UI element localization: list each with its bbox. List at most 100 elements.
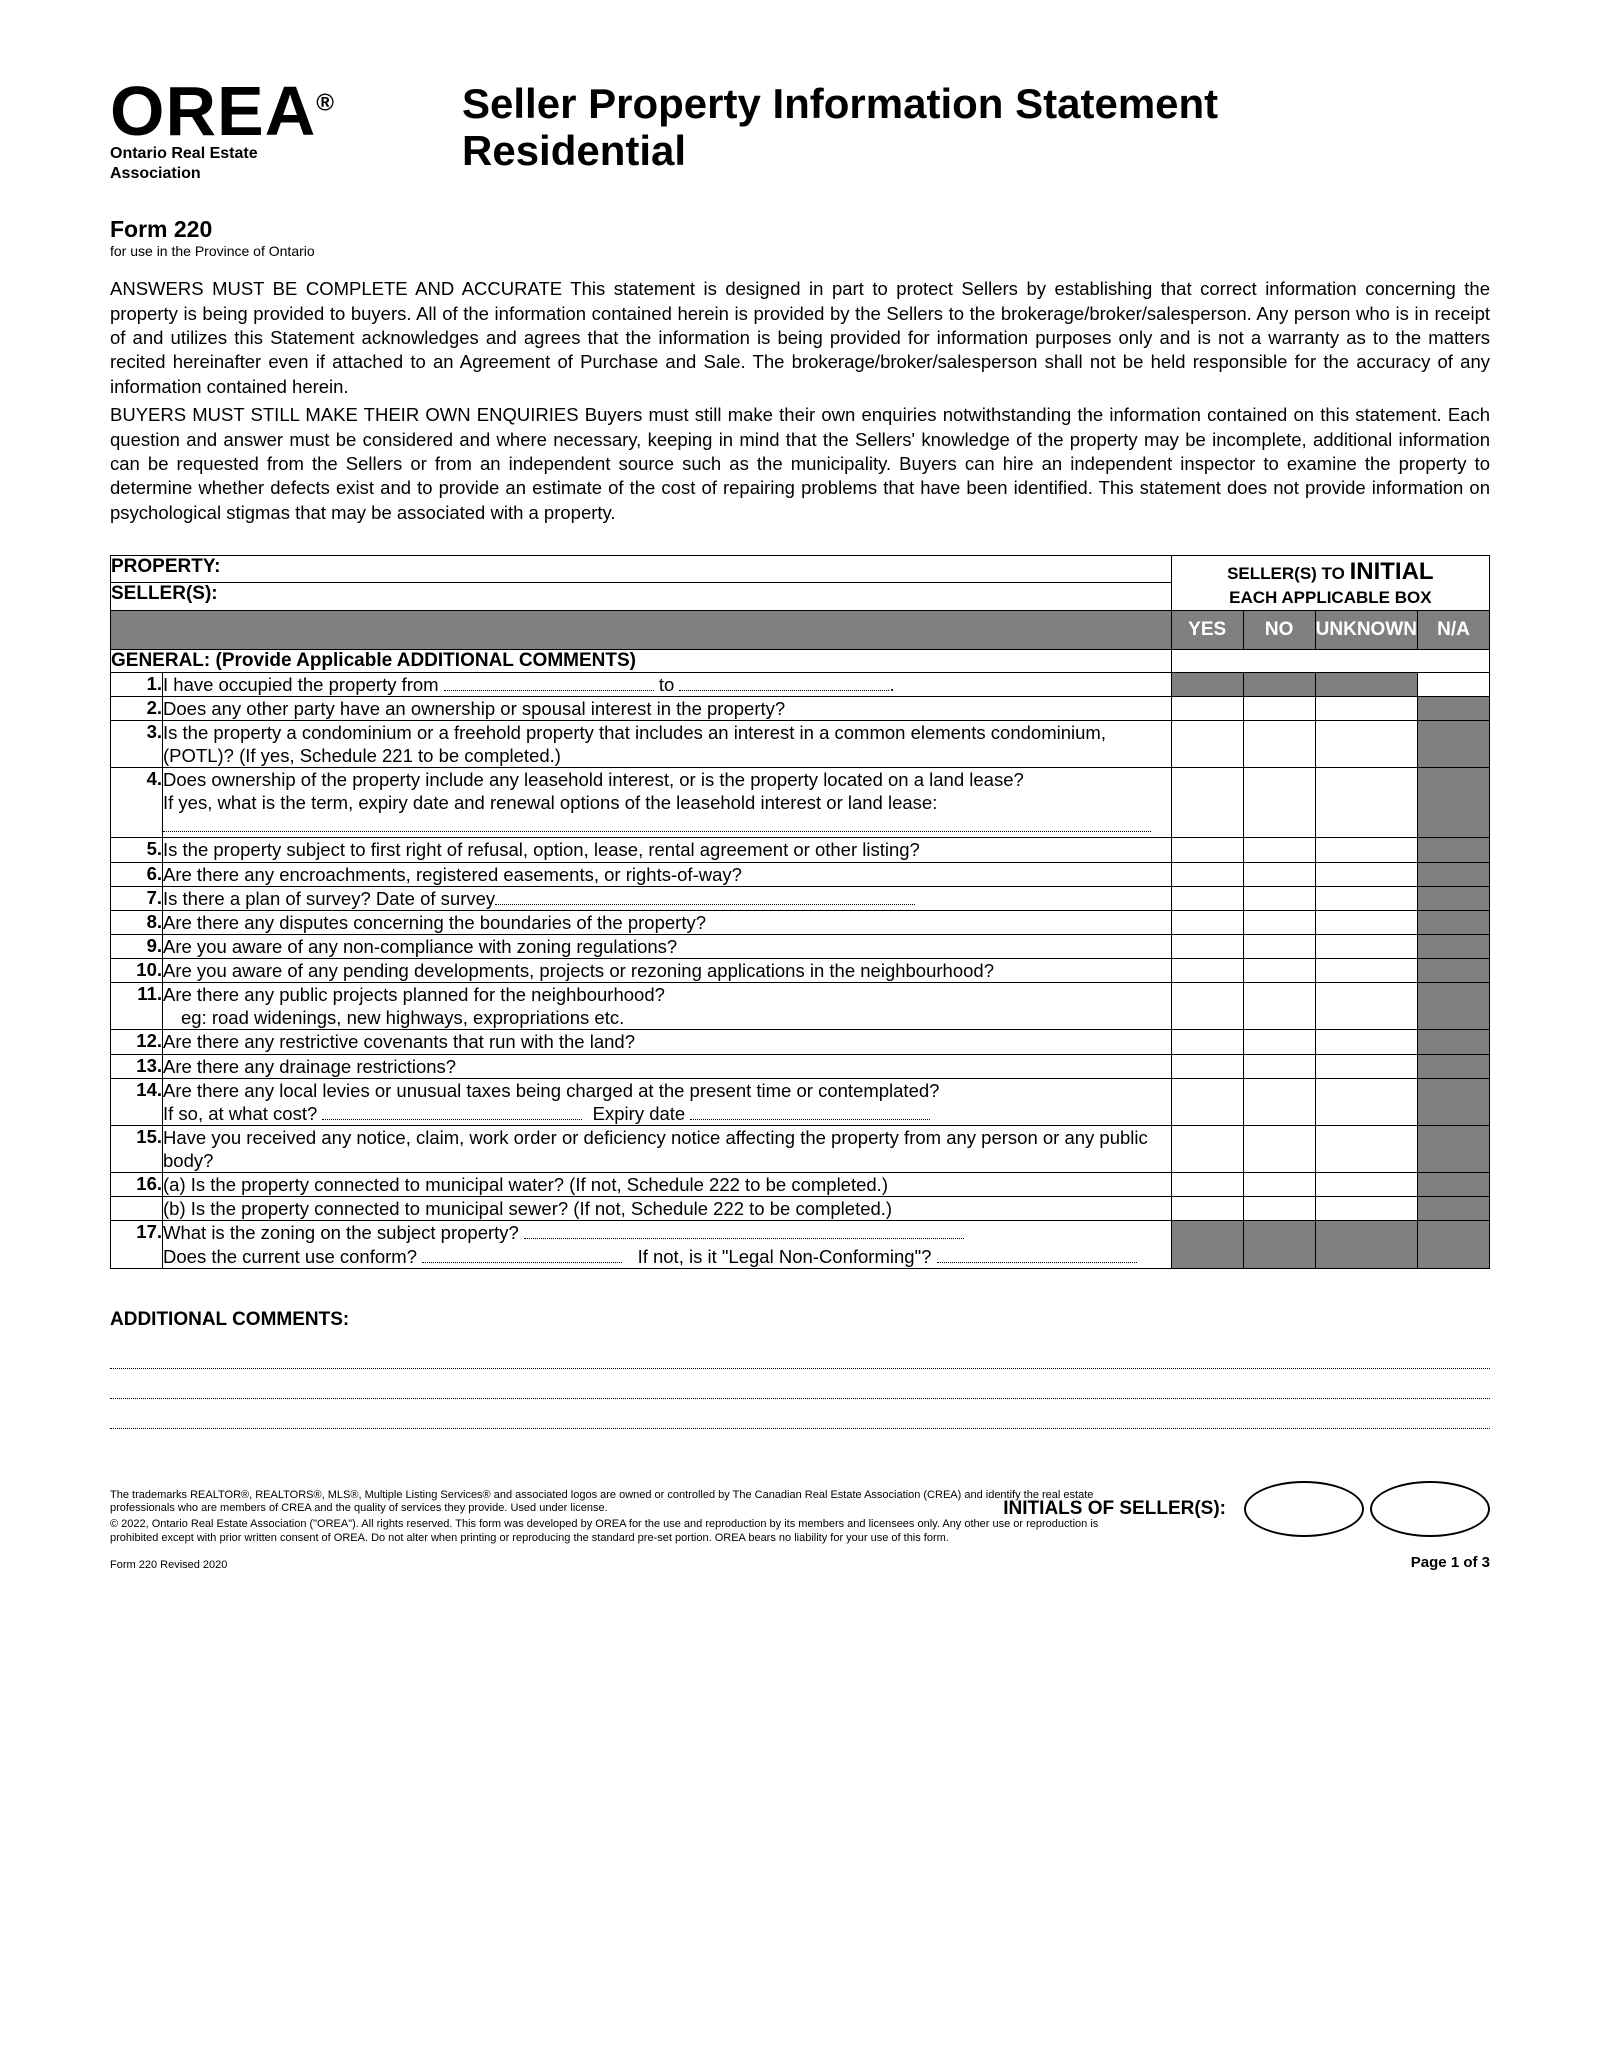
q17-unknown[interactable]	[1315, 1221, 1417, 1268]
initials-oval-1[interactable]	[1244, 1481, 1364, 1537]
q1-no[interactable]	[1243, 672, 1315, 696]
q6-yes[interactable]	[1171, 862, 1243, 886]
initial-line2: EACH APPLICABLE BOX	[1229, 588, 1431, 607]
q10-no[interactable]	[1243, 959, 1315, 983]
q9-yes[interactable]	[1171, 934, 1243, 958]
q16a-no[interactable]	[1243, 1173, 1315, 1197]
q13-na[interactable]	[1418, 1054, 1490, 1078]
row-q17: 17. What is the zoning on the subject pr…	[111, 1221, 1490, 1245]
footer-bottom: Form 220 Revised 2020 Page 1 of 3	[110, 1554, 1490, 1571]
q13-yes[interactable]	[1171, 1054, 1243, 1078]
q12-yes[interactable]	[1171, 1030, 1243, 1054]
q17-legal-field[interactable]	[937, 1246, 1137, 1263]
q3-na[interactable]	[1418, 720, 1490, 767]
q14-unknown[interactable]	[1315, 1078, 1417, 1125]
q9-unknown[interactable]	[1315, 934, 1417, 958]
q9-no[interactable]	[1243, 934, 1315, 958]
q13-no[interactable]	[1243, 1054, 1315, 1078]
q8-na[interactable]	[1418, 910, 1490, 934]
q1-from-field[interactable]	[444, 674, 654, 691]
q6-unknown[interactable]	[1315, 862, 1417, 886]
q12-no[interactable]	[1243, 1030, 1315, 1054]
q1-na[interactable]	[1418, 672, 1490, 696]
q10-num: 10.	[111, 959, 163, 983]
q14-na[interactable]	[1418, 1078, 1490, 1125]
row-answer-headers: YES NO UNKNOWN N/A	[111, 610, 1490, 649]
q6-num: 6.	[111, 862, 163, 886]
q4-na[interactable]	[1418, 768, 1490, 838]
fine2: © 2022, Ontario Real Estate Association …	[110, 1518, 1120, 1546]
q10-na[interactable]	[1418, 959, 1490, 983]
q4-field[interactable]	[163, 816, 1151, 833]
q6-na[interactable]	[1418, 862, 1490, 886]
q15-text: Have you received any notice, claim, wor…	[163, 1125, 1172, 1172]
q14-no[interactable]	[1243, 1078, 1315, 1125]
q17-yes[interactable]	[1171, 1221, 1243, 1268]
q2-no[interactable]	[1243, 696, 1315, 720]
q12-unknown[interactable]	[1315, 1030, 1417, 1054]
q16b-no[interactable]	[1243, 1197, 1315, 1221]
q7-date-field[interactable]	[495, 888, 915, 905]
q12-na[interactable]	[1418, 1030, 1490, 1054]
q15-unknown[interactable]	[1315, 1125, 1417, 1172]
q2-yes[interactable]	[1171, 696, 1243, 720]
q16b-yes[interactable]	[1171, 1197, 1243, 1221]
q5-no[interactable]	[1243, 838, 1315, 862]
q2-unknown[interactable]	[1315, 696, 1417, 720]
q2-na[interactable]	[1418, 696, 1490, 720]
q16a-yes[interactable]	[1171, 1173, 1243, 1197]
q14-yes[interactable]	[1171, 1078, 1243, 1125]
q15-no[interactable]	[1243, 1125, 1315, 1172]
row-q12: 12. Are there any restrictive covenants …	[111, 1030, 1490, 1054]
q3-no[interactable]	[1243, 720, 1315, 767]
q8-no[interactable]	[1243, 910, 1315, 934]
q17-conform-field[interactable]	[422, 1246, 622, 1263]
q5-yes[interactable]	[1171, 838, 1243, 862]
q10-yes[interactable]	[1171, 959, 1243, 983]
q7-no[interactable]	[1243, 886, 1315, 910]
q13-num: 13.	[111, 1054, 163, 1078]
q16b-blank	[111, 1197, 163, 1221]
q16b-na[interactable]	[1418, 1197, 1490, 1221]
q3-unknown[interactable]	[1315, 720, 1417, 767]
footer-fine: The trademarks REALTOR®, REALTORS®, MLS®…	[110, 1489, 1120, 1546]
q16a-unknown[interactable]	[1315, 1173, 1417, 1197]
q16a-na[interactable]	[1418, 1173, 1490, 1197]
q13-unknown[interactable]	[1315, 1054, 1417, 1078]
q14-expiry-field[interactable]	[690, 1103, 930, 1120]
q11-no[interactable]	[1243, 983, 1315, 1030]
q4-unknown[interactable]	[1315, 768, 1417, 838]
q15-yes[interactable]	[1171, 1125, 1243, 1172]
q4-no[interactable]	[1243, 768, 1315, 838]
q10-unknown[interactable]	[1315, 959, 1417, 983]
q3-yes[interactable]	[1171, 720, 1243, 767]
q11-num: 11.	[111, 983, 163, 1030]
initials-oval-2[interactable]	[1370, 1481, 1490, 1537]
q6-no[interactable]	[1243, 862, 1315, 886]
q17-no[interactable]	[1243, 1221, 1315, 1268]
addc-line-3[interactable]	[110, 1399, 1490, 1429]
q7-unknown[interactable]	[1315, 886, 1417, 910]
q7-na[interactable]	[1418, 886, 1490, 910]
q1-yes[interactable]	[1171, 672, 1243, 696]
q7-yes[interactable]	[1171, 886, 1243, 910]
q1-unknown[interactable]	[1315, 672, 1417, 696]
q14-cost-field[interactable]	[322, 1103, 582, 1120]
q4-yes[interactable]	[1171, 768, 1243, 838]
q9-text: Are you aware of any non-compliance with…	[163, 934, 1172, 958]
q1-to-field[interactable]	[679, 674, 889, 691]
q5-unknown[interactable]	[1315, 838, 1417, 862]
q15-na[interactable]	[1418, 1125, 1490, 1172]
q16b-unknown[interactable]	[1315, 1197, 1417, 1221]
q8-yes[interactable]	[1171, 910, 1243, 934]
q17-na[interactable]	[1418, 1221, 1490, 1268]
q8-unknown[interactable]	[1315, 910, 1417, 934]
q11-na[interactable]	[1418, 983, 1490, 1030]
addc-line-2[interactable]	[110, 1369, 1490, 1399]
q9-na[interactable]	[1418, 934, 1490, 958]
addc-line-1[interactable]	[110, 1339, 1490, 1369]
q5-na[interactable]	[1418, 838, 1490, 862]
q17-zoning-field[interactable]	[524, 1223, 964, 1240]
q11-unknown[interactable]	[1315, 983, 1417, 1030]
q11-yes[interactable]	[1171, 983, 1243, 1030]
